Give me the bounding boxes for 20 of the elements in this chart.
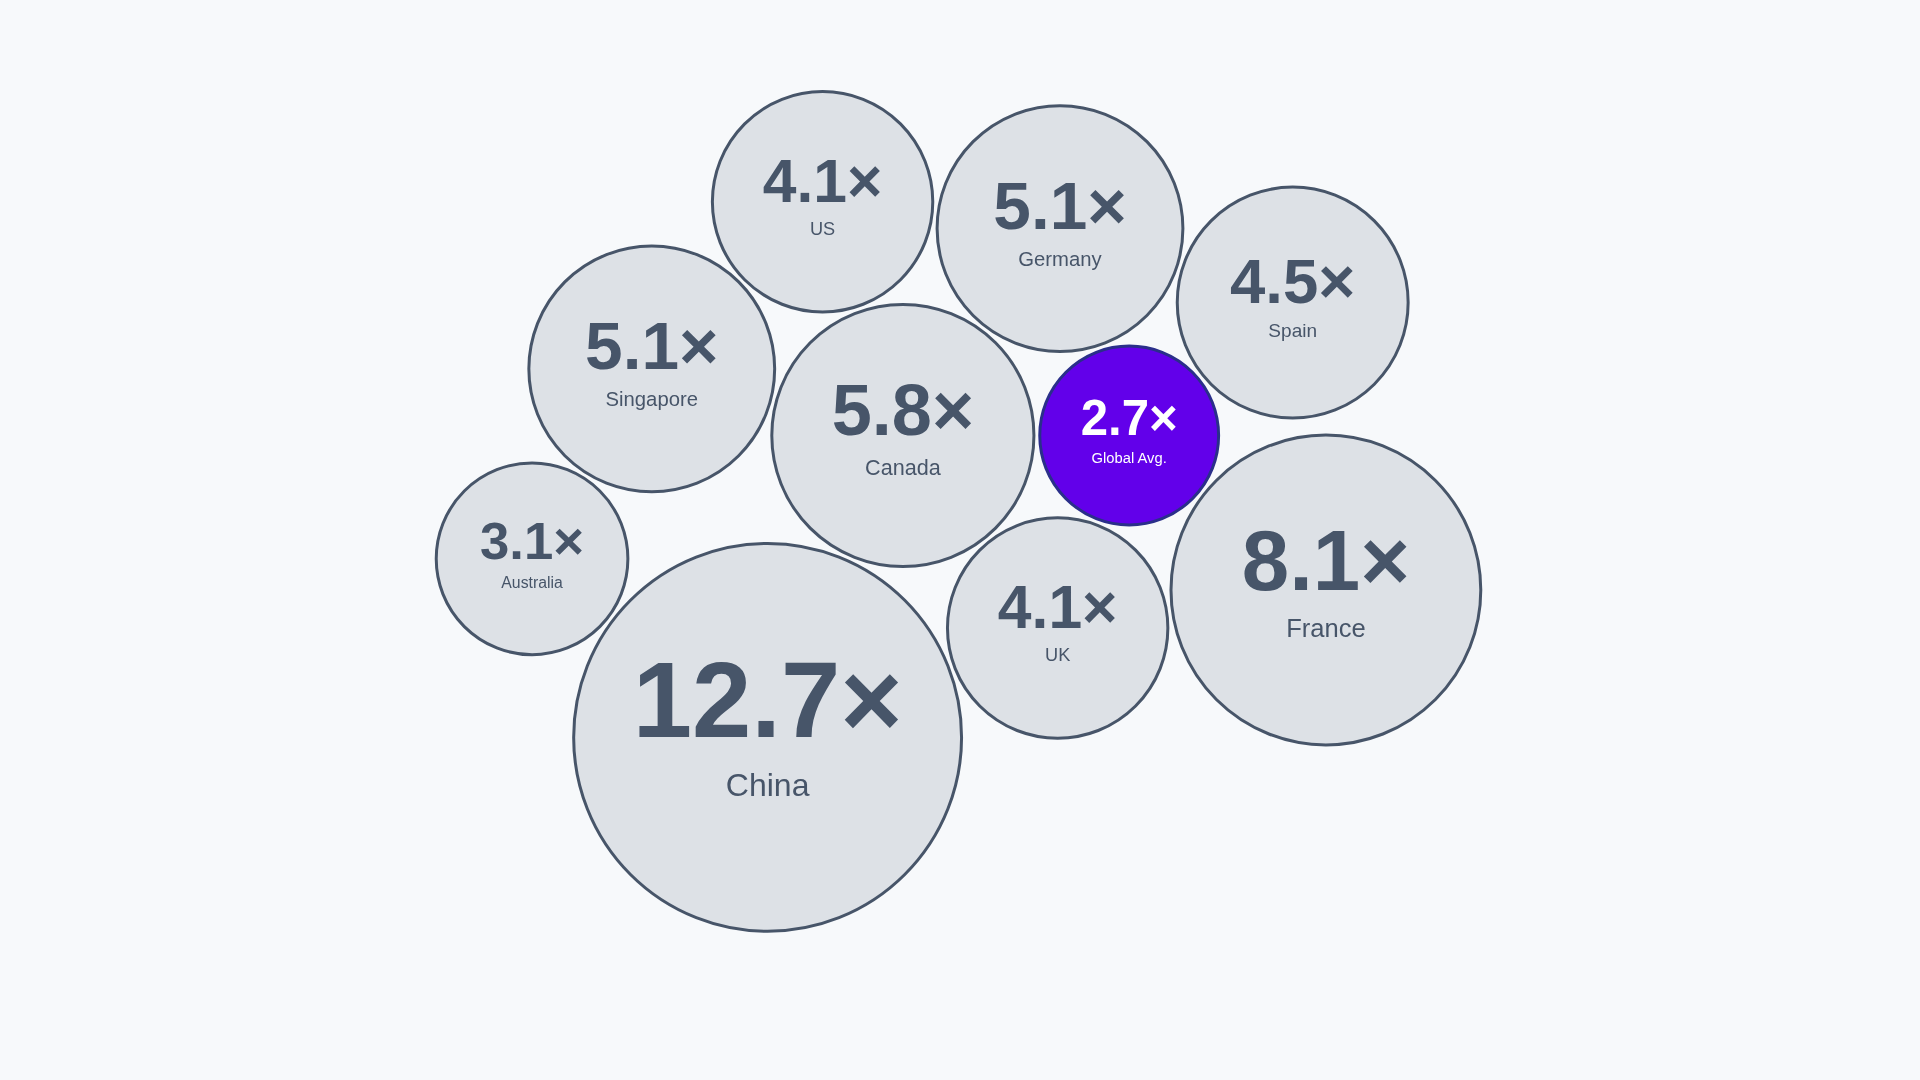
category-label: Canada [865,455,942,481]
category-label: China [725,767,810,804]
category-label: Australia [501,573,563,591]
category-label: Spain [1268,320,1318,342]
category-label: US [809,219,836,240]
category-label: France [1286,613,1366,642]
data-label: 5.1× [993,167,1127,243]
data-label: 2.7× [1080,390,1178,446]
category-label: Global Avg. [1091,449,1167,466]
data-label: 4.1× [762,146,883,215]
data-label: 3.1× [480,510,585,570]
data-label: 4.1× [997,573,1118,642]
data-label: 8.1× [1241,512,1410,608]
data-label: 5.8× [831,370,975,451]
category-label: Germany [1018,247,1103,270]
data-label: 5.1× [585,307,719,383]
data-label: 12.7× [632,640,903,761]
category-label: UK [1045,645,1071,666]
category-label: Singapore [605,388,698,411]
data-label: 4.5× [1230,245,1356,316]
